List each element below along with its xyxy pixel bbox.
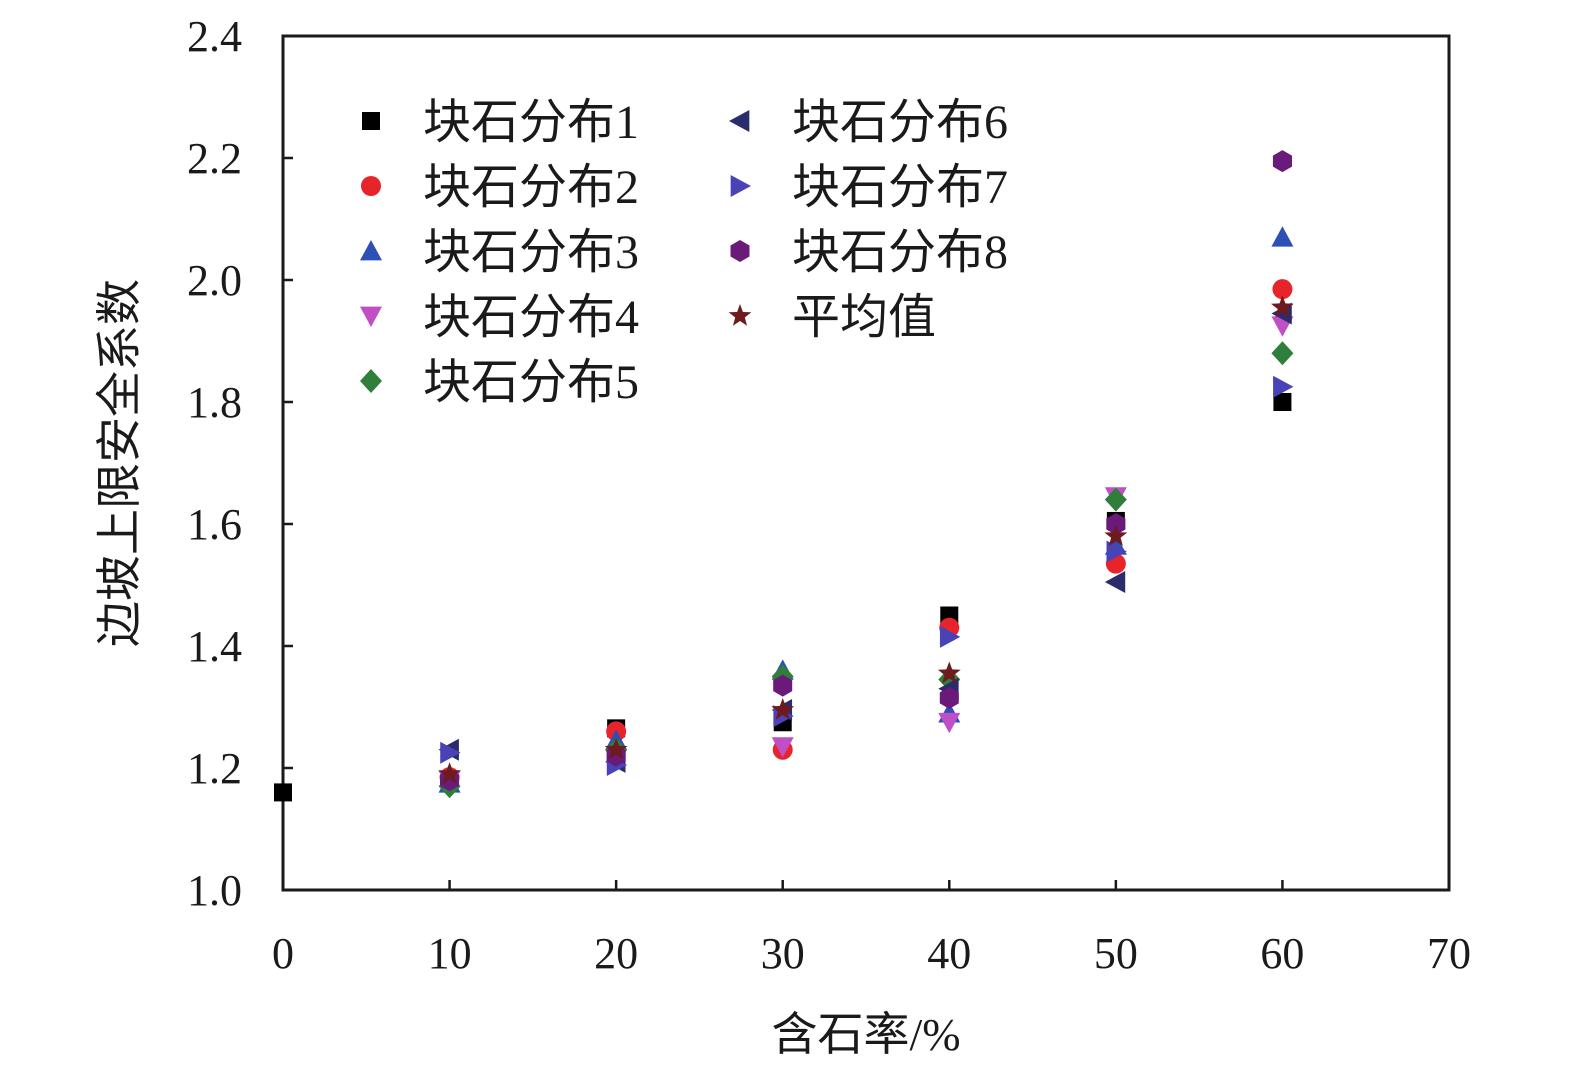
- data-point: [440, 741, 461, 764]
- legend-label: 块石分布2: [423, 161, 639, 214]
- y-tick-label: 1.2: [187, 744, 242, 793]
- x-tick-label: 60: [1260, 929, 1304, 978]
- data-point: [1272, 279, 1293, 300]
- data-point: [1271, 341, 1294, 366]
- data-point: [771, 698, 795, 720]
- legend-item: 平均值: [728, 291, 936, 344]
- legend-label: 块石分布1: [423, 96, 639, 149]
- legend-item: 块石分布4: [360, 291, 639, 344]
- legend-item: 块石分布5: [360, 356, 639, 409]
- legend-item: 块石分布2: [361, 161, 639, 214]
- y-axis-title: 边坡上限安全系数: [94, 279, 145, 647]
- y-tick-label: 1.0: [187, 866, 242, 915]
- y-tick-label: 2.0: [187, 256, 242, 305]
- data-point: [771, 737, 794, 758]
- legend-item: 块石分布3: [360, 226, 639, 279]
- x-tick-label: 30: [761, 929, 805, 978]
- data-point: [1104, 487, 1127, 512]
- x-axis-title: 含石率/%: [771, 1009, 960, 1060]
- legend-marker: [730, 175, 751, 197]
- x-tick-label: 40: [927, 929, 971, 978]
- legend-marker: [730, 240, 750, 262]
- y-axis-ticks: 1.0 1.2 1.4 1.6 1.8 2.0 2.2 2.4: [187, 12, 293, 915]
- legend: 块石分布1 块石分布2 块石分布3 块石分布4 块石分布5 块石分布6 块石分布7 块石分布8…: [360, 96, 1008, 409]
- data-point: [604, 737, 628, 760]
- data-point: [1272, 150, 1292, 173]
- data-points: [274, 150, 1294, 802]
- x-axis-ticks: 0 10 20 30 40 50 60 70: [272, 880, 1471, 978]
- series-5: [438, 341, 1294, 799]
- data-point: [1271, 226, 1294, 247]
- data-point: [1106, 513, 1126, 535]
- data-point: [939, 686, 959, 709]
- legend-marker: [360, 369, 382, 393]
- data-point: [773, 674, 793, 697]
- legend-label: 块石分布6: [792, 96, 1008, 149]
- data-point: [1271, 295, 1294, 318]
- data-point: [1273, 393, 1292, 411]
- series-8: [440, 150, 1292, 792]
- data-point: [1104, 524, 1128, 546]
- y-tick-label: 1.4: [187, 622, 242, 671]
- data-point: [1106, 540, 1127, 563]
- legend-marker: [728, 304, 752, 326]
- legend-item: 块石分布7: [730, 161, 1008, 214]
- legend-marker: [360, 306, 382, 327]
- legend-item: 块石分布1: [362, 96, 639, 149]
- legend-label: 块石分布3: [423, 226, 639, 279]
- x-tick-label: 50: [1094, 929, 1138, 978]
- legend-item: 块石分布8: [730, 226, 1008, 279]
- data-point: [1273, 375, 1294, 398]
- legend-label: 块石分布5: [423, 356, 639, 409]
- plot-frame: [281, 34, 1451, 892]
- data-point: [939, 625, 961, 648]
- y-tick-label: 1.8: [187, 378, 242, 427]
- data-point: [937, 661, 961, 684]
- legend-marker: [729, 110, 750, 132]
- legend-label: 块石分布7: [792, 161, 1008, 214]
- legend-label: 块石分布8: [792, 226, 1008, 279]
- x-tick-label: 10: [428, 929, 472, 978]
- legend-marker: [361, 176, 381, 196]
- data-point: [438, 762, 461, 784]
- data-point: [274, 783, 292, 802]
- y-tick-label: 1.6: [187, 500, 242, 549]
- x-tick-label: 0: [272, 929, 294, 978]
- y-tick-label: 2.4: [187, 12, 242, 61]
- legend-label: 平均值: [792, 291, 936, 344]
- x-tick-label: 70: [1427, 929, 1471, 978]
- data-point: [1104, 570, 1126, 593]
- x-tick-label: 20: [594, 929, 638, 978]
- legend-marker: [362, 112, 380, 130]
- series-7: [440, 375, 1294, 776]
- data-point: [938, 712, 961, 734]
- y-tick-label: 2.2: [187, 134, 242, 183]
- legend-marker: [360, 240, 382, 261]
- legend-item: 块石分布6: [729, 96, 1008, 149]
- series-9: [438, 295, 1294, 784]
- legend-label: 块石分布4: [423, 291, 639, 344]
